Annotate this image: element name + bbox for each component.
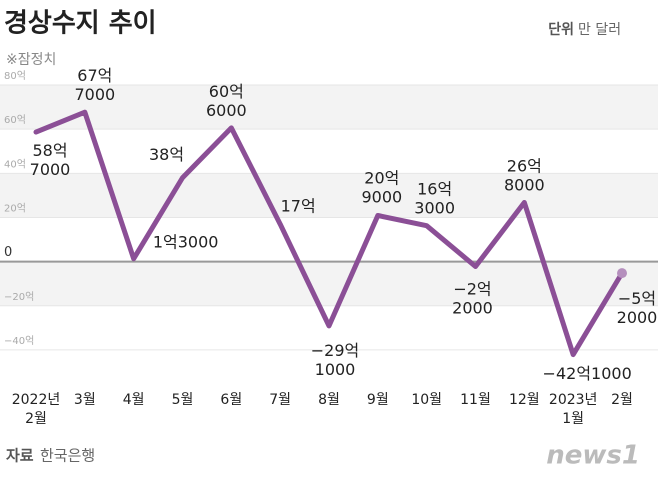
data-label: 26억 8000	[504, 156, 545, 194]
x-tick-label: 9월	[367, 392, 389, 408]
unit-label: 단위	[548, 21, 574, 38]
data-label: 58억 7000	[30, 141, 71, 179]
data-label: 67억 7000	[74, 66, 115, 104]
subtitle: ※잠정치	[6, 52, 56, 68]
x-tick-label: 11월	[460, 392, 491, 408]
y-tick-label: 20억	[4, 202, 26, 214]
data-label: 16억 3000	[414, 179, 455, 217]
x-tick-label: 4월	[123, 392, 145, 408]
data-label: 20억 9000	[361, 168, 402, 206]
x-tick-label: 12월	[509, 392, 540, 408]
data-label: 1억3000	[153, 232, 219, 251]
data-line	[33, 109, 625, 358]
y-tick-label: 0	[4, 245, 12, 260]
source: 한국은행	[40, 447, 95, 465]
x-tick-label: 6월	[220, 392, 242, 408]
chart-title: 경상수지 추이	[4, 9, 157, 39]
y-tick-label: 40억	[4, 158, 26, 170]
data-label: 60억 6000	[206, 81, 247, 119]
x-tick-label: 5월	[172, 392, 194, 408]
data-label: −5억 2000	[617, 289, 658, 327]
x-tick-label: 2023년 1월	[549, 392, 598, 427]
x-tick-label: 10월	[411, 392, 442, 408]
grid-band	[0, 85, 658, 130]
x-tick-label: 2022년 2월	[12, 392, 61, 427]
grid-band	[0, 173, 658, 218]
y-tick-label: −20억	[4, 291, 34, 303]
data-label: −29억 1000	[311, 340, 360, 378]
unit: 만 달러	[578, 22, 621, 38]
y-tick-label: 60억	[4, 114, 26, 126]
x-tick-label: 7월	[269, 392, 291, 408]
data-label: 38억	[149, 145, 184, 164]
logo: news1	[546, 441, 640, 471]
data-label: 17억	[281, 197, 316, 216]
x-tick-label: 2월	[611, 392, 633, 408]
data-label: −42억1000	[543, 364, 632, 383]
x-tick-label: 3월	[74, 392, 96, 408]
y-tick-label: 80억	[4, 70, 26, 82]
x-tick-label: 8월	[318, 392, 340, 408]
grid-band	[0, 261, 658, 306]
source-label: 자료	[6, 447, 34, 465]
y-tick-label: −40억	[4, 335, 34, 347]
data-label: −2억 2000	[452, 279, 493, 317]
end-marker	[617, 268, 627, 279]
